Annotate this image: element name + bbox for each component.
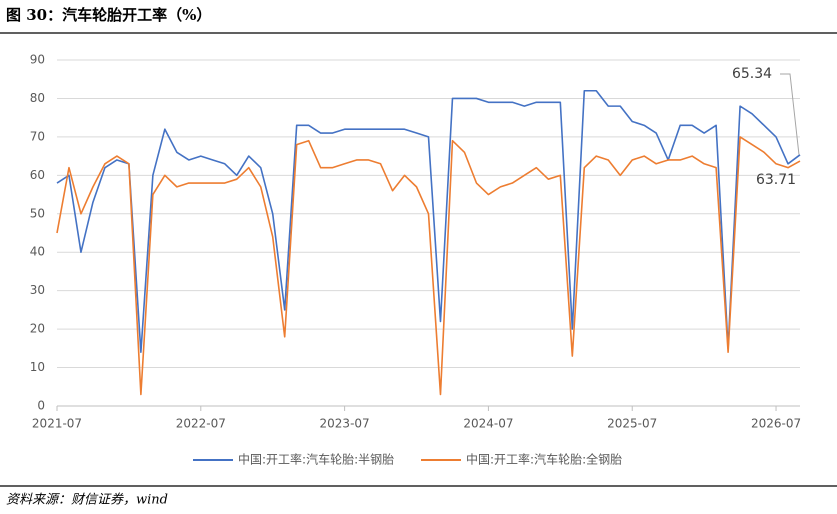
y-tick-label: 10 — [30, 360, 45, 374]
legend-label: 中国:开工率:汽车轮胎:全钢胎 — [466, 452, 622, 467]
y-tick-label: 50 — [30, 206, 45, 220]
y-tick-label: 70 — [30, 129, 45, 143]
y-tick-label: 30 — [30, 283, 45, 297]
y-tick-label: 0 — [37, 399, 45, 413]
y-tick-label: 20 — [30, 322, 45, 336]
x-tick-label: 2025-07 — [607, 417, 657, 431]
legend-label: 中国:开工率:汽车轮胎:半钢胎 — [238, 452, 394, 467]
y-tick-label: 90 — [30, 53, 45, 67]
chart-title: 图 30：汽车轮胎开工率（%） — [6, 6, 211, 24]
y-tick-label: 60 — [30, 168, 45, 182]
source: 资料来源：财信证券，wind — [6, 493, 168, 508]
series-line — [56, 89, 801, 353]
annotation-label: 65.34 — [732, 66, 772, 82]
x-tick-label: 2021-07 — [32, 417, 82, 431]
series-line — [56, 136, 801, 396]
annotation-label: 63.71 — [756, 172, 796, 188]
y-tick-label: 40 — [30, 245, 45, 259]
y-tick-label: 80 — [30, 91, 45, 105]
annotation-leader — [780, 73, 800, 155]
x-tick-label: 2022-07 — [176, 417, 226, 431]
x-tick-label: 2024-07 — [463, 417, 513, 431]
x-tick-label: 2026-07 — [751, 417, 801, 431]
x-tick-label: 2023-07 — [320, 417, 370, 431]
